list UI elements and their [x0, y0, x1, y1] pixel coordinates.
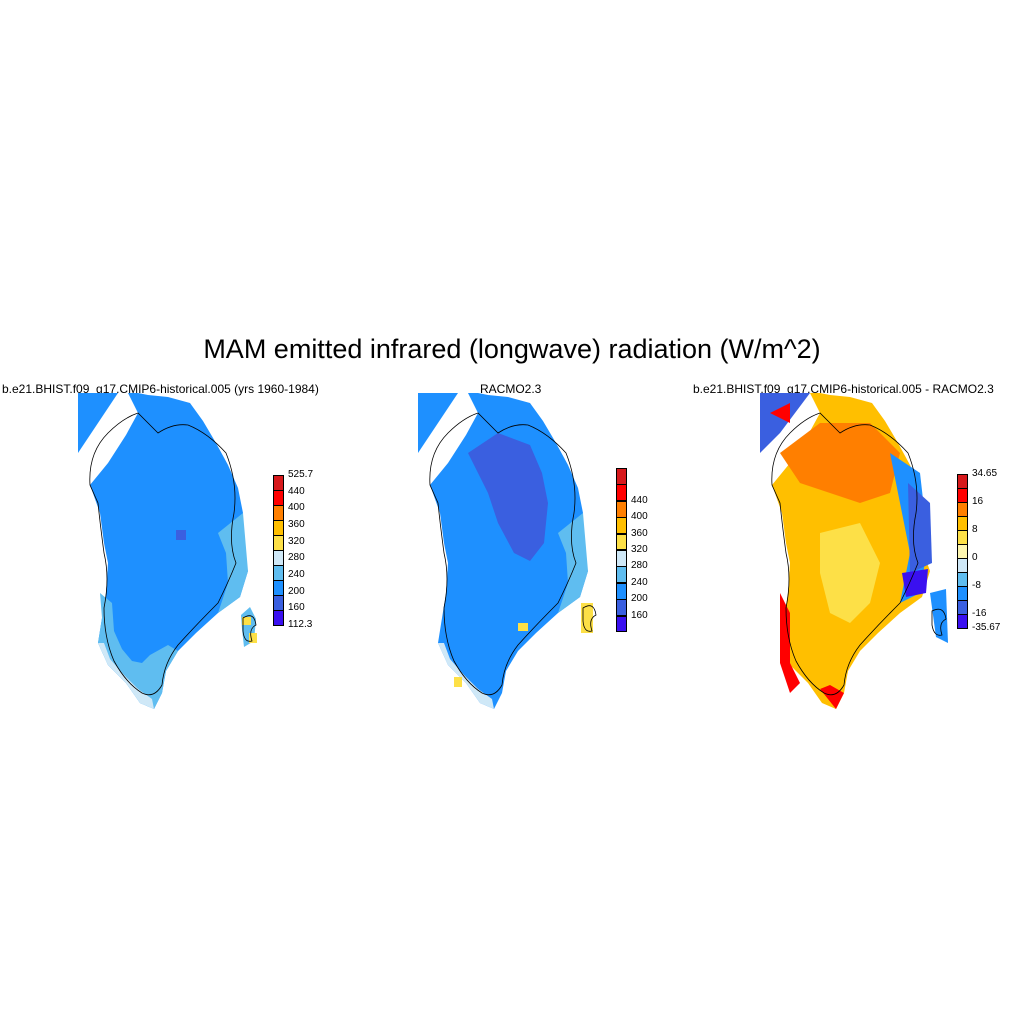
colorbar-tick-label: 525.7 — [288, 469, 314, 480]
colorbar-tick-label: 34.65 — [972, 468, 998, 479]
colorbar-swatch — [616, 533, 627, 551]
colorbar-tick-label: 440 — [288, 485, 305, 497]
colorbar-swatch — [616, 484, 627, 502]
colorbar-tick-label: 280 — [631, 560, 648, 572]
colorbar-swatch — [616, 599, 627, 617]
colorbar-tick-label: 0 — [972, 552, 978, 563]
colorbar-swatch — [957, 488, 968, 503]
coastline-obs — [429, 412, 577, 696]
greenland-field-diff — [760, 393, 948, 709]
colorbar-tick-label: 200 — [288, 585, 305, 597]
map-model — [78, 393, 257, 709]
colorbar-swatch — [957, 572, 968, 587]
colorbar-tick-label: 360 — [631, 527, 648, 539]
colorbar-tick-label: 240 — [288, 569, 305, 580]
colorbar-tick-label: 16 — [972, 496, 984, 507]
colorbar-tick-label: 360 — [288, 519, 305, 530]
colorbar-swatch — [957, 530, 968, 545]
colorbar-swatch — [616, 615, 627, 633]
coastline-diff — [771, 412, 919, 696]
colorbar-tick-label: -16 — [972, 608, 987, 619]
panel-title-obs: RACMO2.3 — [480, 382, 542, 396]
colorbar-swatch — [616, 500, 627, 518]
colorbar-swatch — [616, 468, 627, 485]
colorbar-swatch — [616, 582, 627, 600]
panel-title-model: b.e21.BHIST.f09_g17.CMIP6-historical.005… — [2, 382, 319, 396]
colorbar-swatch — [957, 586, 968, 601]
colorbar-swatch — [273, 490, 284, 506]
colorbar-tick-label: 280 — [288, 552, 305, 564]
colorbar-swatch — [273, 610, 284, 626]
colorbar-tick-label: 400 — [288, 502, 305, 514]
colorbar-swatch — [957, 502, 968, 517]
colorbar-swatch — [957, 558, 968, 573]
colorbar-swatch — [273, 595, 284, 611]
colorbar-tick-label: 8 — [972, 524, 978, 535]
colorbar-swatch — [273, 580, 284, 596]
iceland-coast-model — [242, 615, 257, 642]
colorbar-tick-label: 440 — [631, 494, 648, 506]
figure-title: MAM emitted infrared (longwave) radiatio… — [203, 334, 821, 364]
colorbar-swatch — [273, 475, 284, 491]
colorbar-tick-label: 240 — [631, 576, 648, 588]
greenland-field-obs — [418, 393, 593, 709]
iceland-coast-obs — [582, 605, 597, 632]
colorbar-swatch — [273, 520, 284, 536]
map-diff — [760, 393, 948, 709]
colorbar-swatch — [616, 517, 627, 535]
colorbar-tick-label: 200 — [631, 593, 648, 605]
colorbar-swatch — [273, 550, 284, 566]
colorbar-tick-label: 400 — [631, 511, 648, 523]
colorbar-swatch — [957, 516, 968, 531]
colorbar-tick-label: 160 — [288, 602, 305, 614]
colorbar-swatch — [957, 474, 968, 489]
greenland-field-model — [78, 393, 257, 709]
colorbar-swatch — [957, 614, 968, 629]
colorbar-swatch — [957, 544, 968, 559]
colorbar-tick-label: 160 — [631, 609, 648, 621]
map-obs — [418, 393, 597, 709]
iceland-coast-diff — [931, 608, 947, 636]
colorbar-swatch — [616, 566, 627, 584]
colorbar-swatch — [957, 600, 968, 615]
colorbar-tick-label: -8 — [972, 580, 981, 591]
colorbar-swatch — [273, 565, 284, 581]
colorbar-tick-label: 112.3 — [288, 619, 313, 630]
colorbar-tick-label: -35.67 — [972, 622, 1001, 633]
colorbar-swatch — [616, 550, 627, 567]
panel-title-diff: b.e21.BHIST.f09_g17.CMIP6-historical.005… — [693, 382, 994, 396]
coastline-model — [89, 412, 237, 696]
colorbar-swatch — [273, 505, 284, 521]
colorbar-swatch — [273, 535, 284, 551]
colorbar-tick-label: 320 — [631, 544, 648, 555]
colorbar-tick-label: 320 — [288, 535, 305, 547]
